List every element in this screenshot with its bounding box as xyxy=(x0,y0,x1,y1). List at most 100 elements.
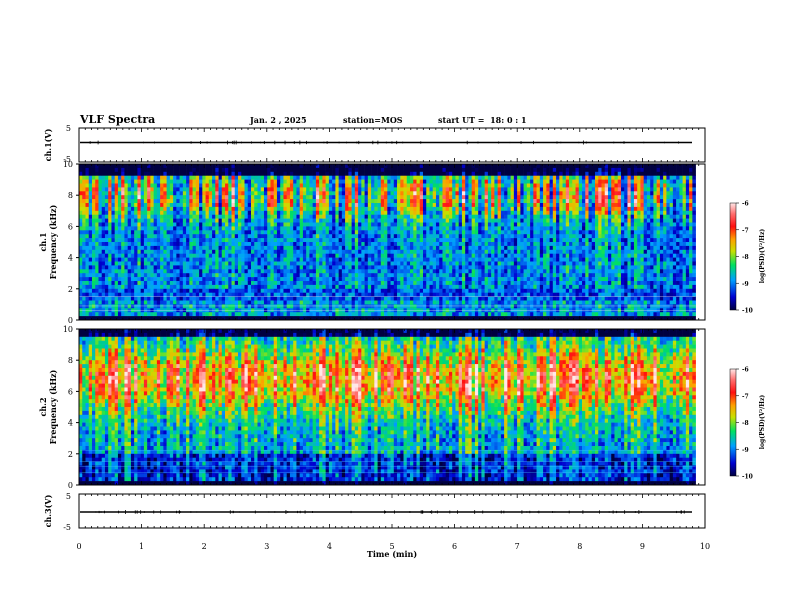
spectrogram-cell xyxy=(267,257,271,262)
spectrogram-cell xyxy=(397,245,401,251)
spectrogram-cell xyxy=(95,277,99,282)
spectrogram-cell xyxy=(371,249,375,254)
spectrogram-cell xyxy=(130,277,135,282)
spectrogram-cell xyxy=(150,253,154,258)
spectrogram-cell xyxy=(403,304,408,309)
spectrogram-cell xyxy=(458,234,463,239)
spectrogram-cell xyxy=(260,312,265,317)
spectrogram-cell xyxy=(345,296,349,301)
spectrogram-cell xyxy=(458,167,463,173)
spectrogram-cell xyxy=(455,300,460,305)
spectrogram-cell xyxy=(452,284,456,290)
spectrogram-cell xyxy=(371,292,375,297)
spectrogram-cell xyxy=(231,203,236,208)
spectrogram-cell xyxy=(377,171,382,176)
spectrogram-cell xyxy=(283,210,287,215)
spectrogram-cell xyxy=(205,284,210,290)
spectrogram-cell xyxy=(361,187,365,192)
spectrogram-cell xyxy=(345,234,349,239)
spectrogram-cell xyxy=(351,222,356,227)
spectrogram-cell xyxy=(260,269,265,274)
spectrogram-cell xyxy=(79,312,83,317)
spectrogram-cell xyxy=(426,292,430,297)
spectrogram-cell xyxy=(199,261,203,266)
spectrogram-cell xyxy=(348,234,352,239)
spectrogram-cell xyxy=(442,175,447,180)
spectrogram-cell xyxy=(341,222,346,227)
spectrogram-cell xyxy=(448,257,453,262)
spectrogram-cell xyxy=(442,269,447,274)
spectrogram-cell xyxy=(410,316,414,321)
spectrogram-cell xyxy=(257,284,262,290)
spectrogram-cell xyxy=(325,245,330,251)
spectrogram-cell xyxy=(338,203,343,208)
spectrogram-cell xyxy=(228,265,232,270)
spectrogram-cell xyxy=(439,214,443,219)
spectrogram-cell xyxy=(283,218,287,223)
spectrogram-cell xyxy=(416,183,421,188)
spectrogram-cell xyxy=(335,195,339,200)
spectrogram-cell xyxy=(319,230,323,235)
spectrogram-cell xyxy=(283,234,287,239)
spectrogram-cell xyxy=(166,284,171,290)
spectrogram-cell xyxy=(455,281,460,286)
spectrogram-cell xyxy=(173,284,177,290)
spectrogram-cell xyxy=(169,218,174,223)
spectrogram-cell xyxy=(315,316,320,321)
spectrogram-cell xyxy=(452,242,456,247)
spectrogram-cell xyxy=(432,183,437,188)
spectrogram-cell xyxy=(179,206,184,212)
spectrogram-cell xyxy=(186,261,190,266)
spectrogram-cell xyxy=(387,269,391,274)
spectrogram-cell xyxy=(276,249,281,254)
spectrogram-cell xyxy=(283,281,287,286)
spectrogram-cell xyxy=(114,300,119,305)
spectrogram-cell xyxy=(322,257,326,262)
spectrogram-cell xyxy=(173,288,177,293)
spectrogram-cell xyxy=(137,179,141,184)
spectrogram-cell xyxy=(276,187,281,192)
spectrogram-cell xyxy=(371,253,375,258)
spectrogram-cell xyxy=(160,288,164,293)
spectrogram-cell xyxy=(82,277,86,282)
spectrogram-cell xyxy=(455,277,460,282)
spectrogram-cell xyxy=(435,284,440,290)
spectrogram-cell xyxy=(410,210,414,215)
spectrogram-cell xyxy=(98,245,103,251)
spectrogram-cell xyxy=(91,210,96,215)
spectrogram-cell xyxy=(364,312,369,317)
spectrogram-cell xyxy=(202,234,206,239)
spectrogram-cell xyxy=(228,304,232,309)
spectrogram-cell xyxy=(312,206,317,212)
spectrogram-cell xyxy=(169,257,174,262)
spectrogram-cell xyxy=(432,304,437,309)
spectrogram-cell xyxy=(95,304,99,309)
spectrogram-cell xyxy=(150,206,154,212)
spectrogram-cell xyxy=(205,195,210,200)
spectrogram-cell xyxy=(312,179,317,184)
spectrogram-cell xyxy=(153,245,158,251)
spectrogram-cell xyxy=(218,316,223,321)
spectrogram-cell xyxy=(455,261,460,266)
spectrogram-cell xyxy=(95,292,99,297)
spectrogram-cell xyxy=(130,167,135,173)
spectrogram-cell xyxy=(98,203,103,208)
spectrogram-cell xyxy=(338,265,343,270)
spectrogram-cell xyxy=(435,300,440,305)
spectrogram-cell xyxy=(364,277,369,282)
spectrogram-cell xyxy=(189,179,193,184)
spectrogram-cell xyxy=(429,167,434,173)
spectrogram-cell xyxy=(104,171,109,176)
spectrogram-cell xyxy=(390,187,395,192)
spectrogram-cell xyxy=(179,265,184,270)
spectrogram-cell xyxy=(403,312,408,317)
spectrogram-cell xyxy=(400,210,404,215)
spectrogram-cell xyxy=(406,164,411,169)
spectrogram-cell xyxy=(114,175,119,180)
spectrogram-cell xyxy=(137,230,141,235)
spectrogram-cell xyxy=(273,187,278,192)
spectrogram-cell xyxy=(286,191,291,196)
spectrogram-cell xyxy=(361,257,365,262)
spectrogram-cell xyxy=(215,164,219,169)
spectrogram-cell xyxy=(241,288,245,293)
